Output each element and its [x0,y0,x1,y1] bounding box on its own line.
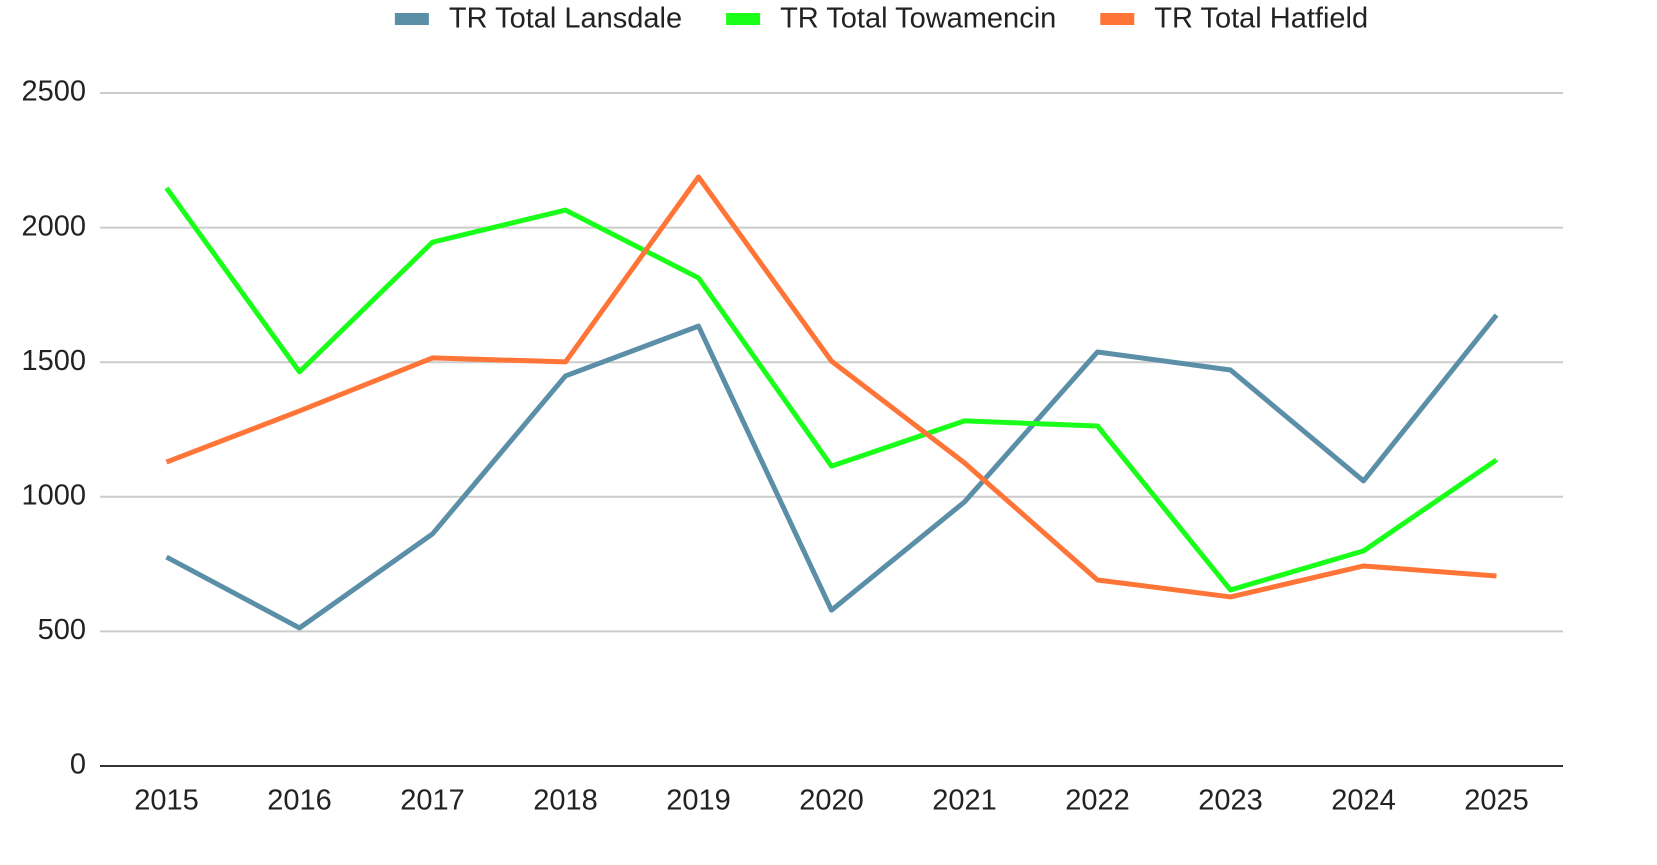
x-tick-label: 2019 [666,785,731,817]
x-tick-label: 2015 [134,785,199,817]
legend-label: TR Total Lansdale [449,3,682,35]
line-series [165,174,1497,600]
x-tick-label: 2017 [400,785,465,817]
x-tick-label: 2023 [1198,785,1263,817]
x-tick-label: 2022 [1065,785,1130,817]
y-tick-label: 0 [70,749,86,781]
y-tick-label: 2500 [21,76,86,108]
x-tick-label: 2025 [1464,785,1529,817]
x-tick-label: 2021 [932,785,997,817]
x-tick-label: 2016 [267,785,332,817]
y-tick-label: 1500 [21,345,86,377]
x-tick-label: 2020 [799,785,864,817]
y-tick-label: 1000 [21,479,86,511]
line-series [164,186,1498,593]
y-tick-label: 2000 [21,210,86,242]
legend-swatch [726,13,761,25]
x-tick-label: 2024 [1331,785,1396,817]
y-tick-label: 500 [38,614,86,646]
legend-label: TR Total Towamencin [780,3,1056,35]
legend-swatch [1100,13,1135,25]
line-series [165,313,1499,631]
x-tick-label: 2018 [533,785,598,817]
legend-swatch [394,13,429,25]
legend-label: TR Total Hatfield [1154,3,1368,35]
